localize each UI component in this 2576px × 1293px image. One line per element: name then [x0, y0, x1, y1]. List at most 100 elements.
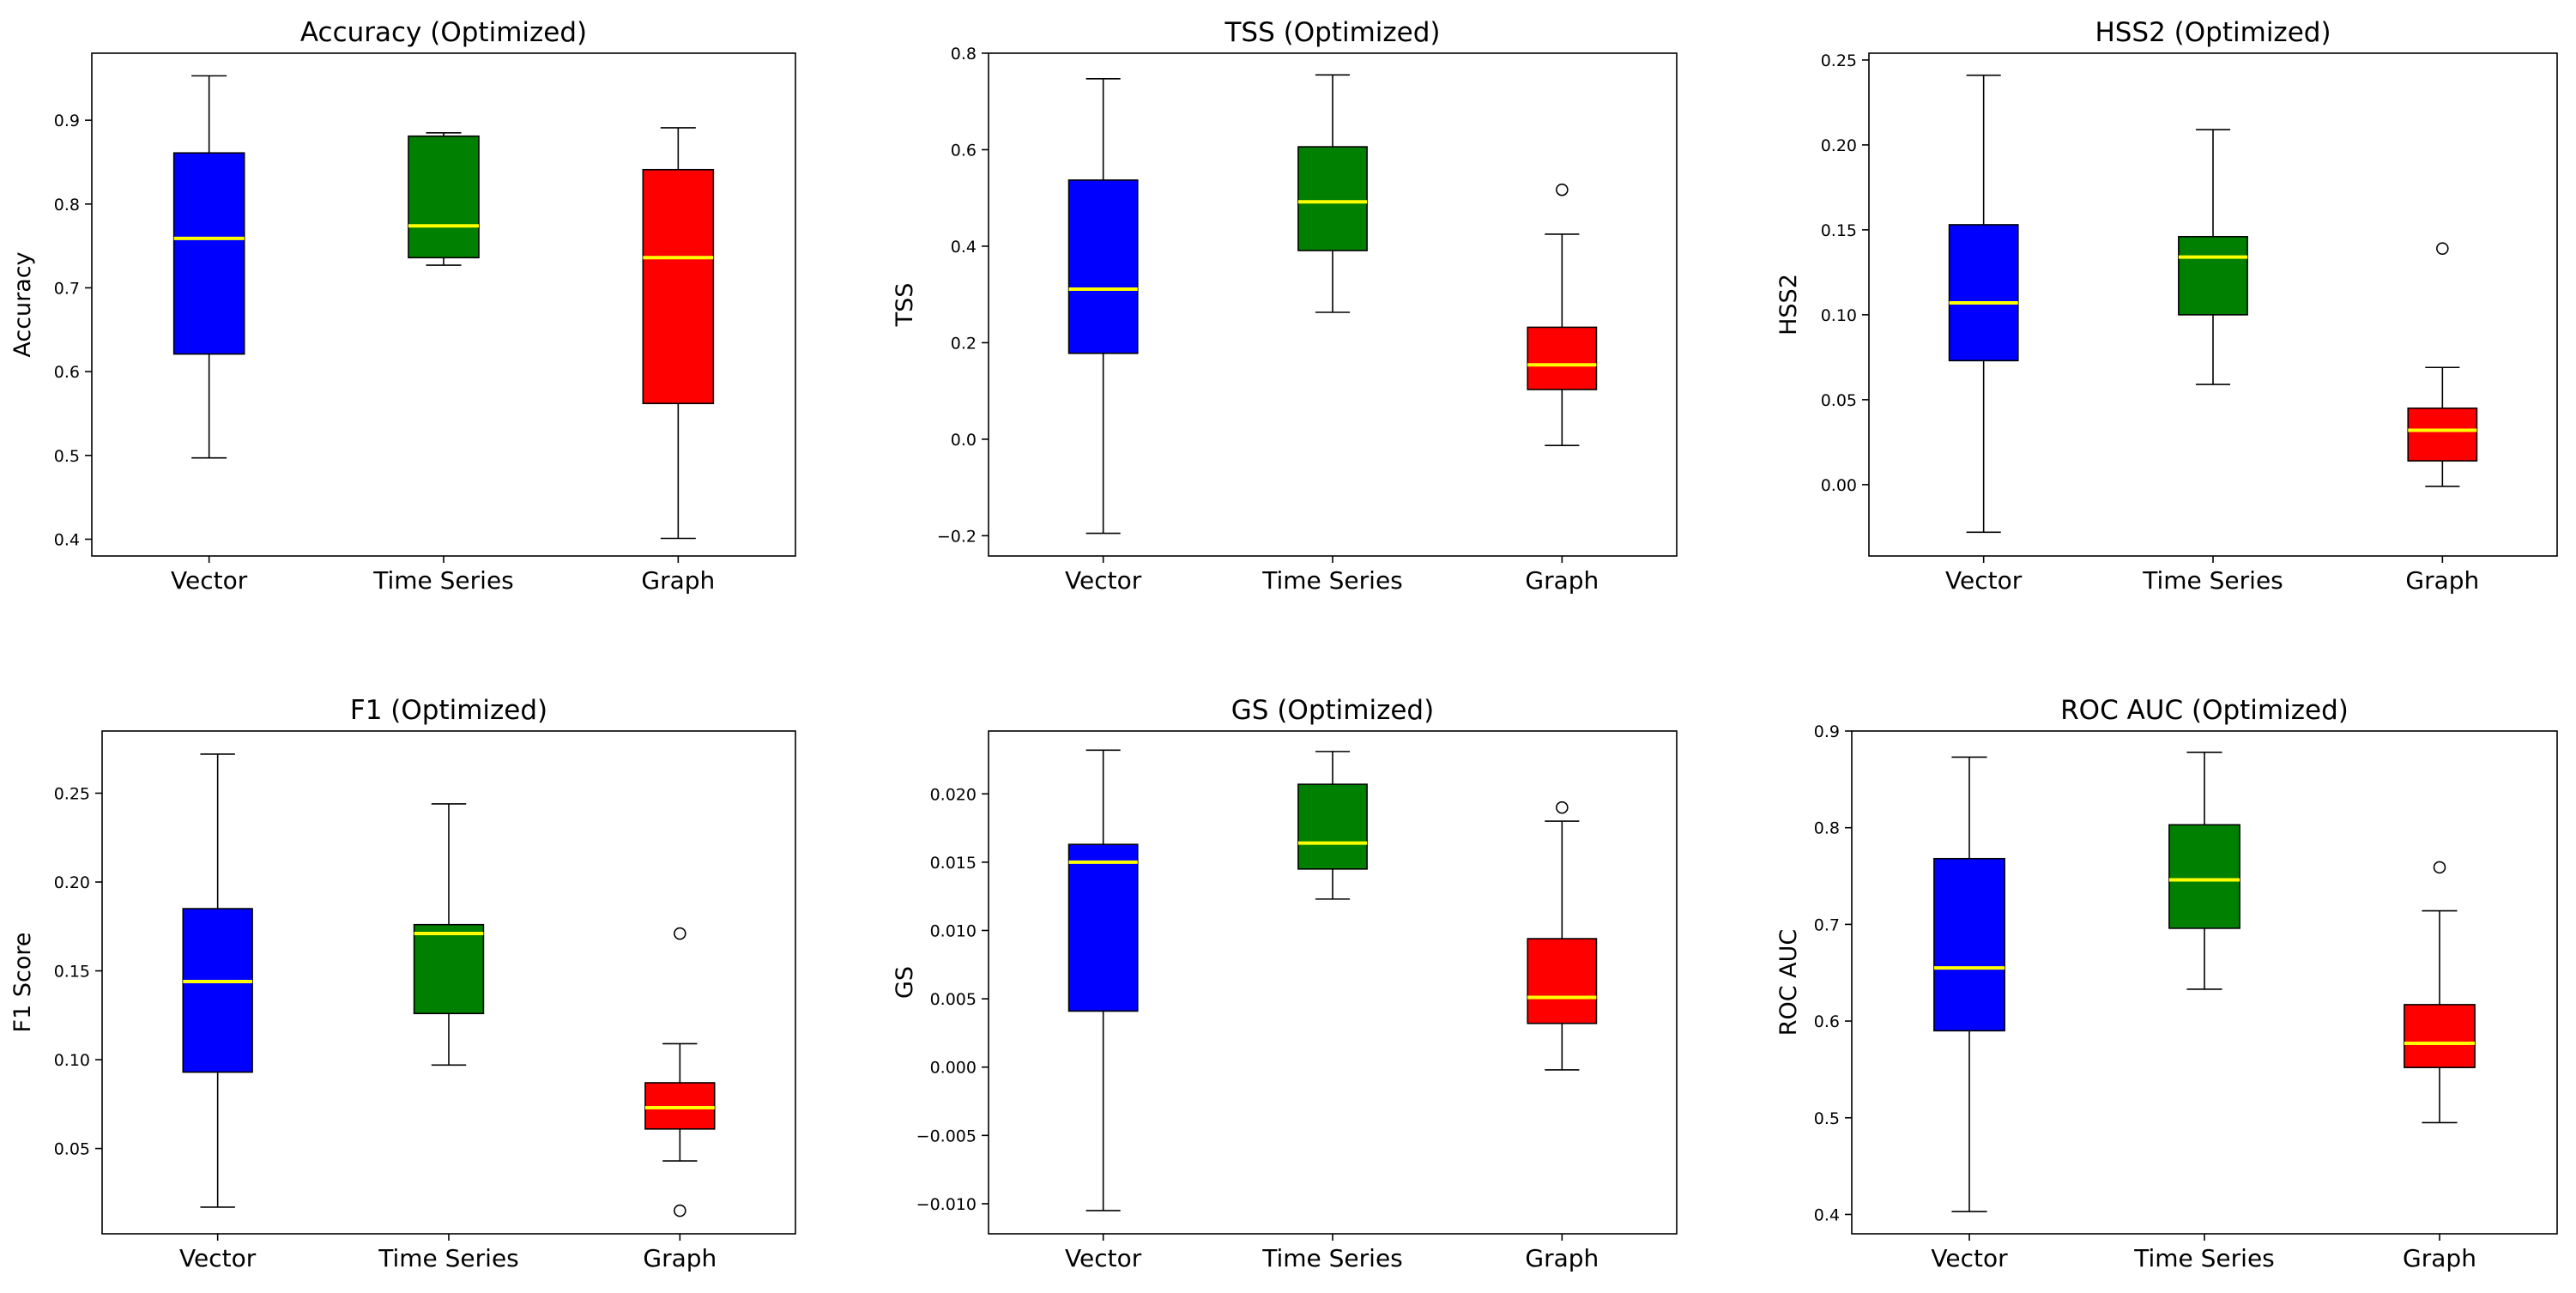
y-tick-label: 0.25 — [1821, 51, 1857, 70]
chart-title: ROC AUC (Optimized) — [2060, 695, 2349, 726]
x-tick-label: Time Series — [1261, 566, 1403, 595]
y-tick-label: 0.015 — [930, 854, 977, 873]
x-tick-label: Graph — [1525, 1244, 1599, 1272]
y-tick-label: 0.4 — [54, 530, 80, 549]
plot-frame — [101, 730, 796, 1235]
x-tick-label: Graph — [1525, 566, 1599, 595]
chart-title: F1 (Optimized) — [350, 695, 547, 726]
y-tick-label: 0.4 — [951, 238, 977, 257]
y-tick-label: 0.6 — [54, 363, 80, 382]
y-tick-label: 0.10 — [1821, 306, 1857, 325]
outlier-point — [1556, 801, 1569, 814]
y-tick-label: 0.8 — [54, 196, 80, 214]
box-body — [2407, 407, 2478, 462]
y-axis-label: Accuracy — [9, 251, 36, 357]
y-tick-label: 0.20 — [1821, 136, 1857, 155]
box-time-series — [408, 131, 480, 266]
box-body — [644, 1082, 716, 1130]
y-tick-label: 0.8 — [951, 45, 977, 63]
chart-title: TSS (Optimized) — [1224, 17, 1440, 48]
box-body — [182, 908, 253, 1073]
y-axis-label: GS — [892, 966, 918, 999]
x-tick-label: Vector — [1931, 1244, 2008, 1272]
y-tick-label: 0.4 — [1814, 1205, 1840, 1224]
outlier-point — [1556, 183, 1569, 196]
chart-panel-6: ROC AUC (Optimized) ROC AUC 0.4 0.5 0.6 0.7 0.… — [1775, 695, 2558, 1272]
y-tick-label: 0.5 — [1814, 1109, 1840, 1128]
box-vector — [1948, 74, 2019, 534]
x-tick-label: Vector — [1065, 566, 1142, 595]
box-graph — [642, 127, 715, 540]
box-time-series — [2178, 129, 2248, 385]
box-time-series — [413, 803, 485, 1066]
y-tick-label: 0.9 — [1814, 722, 1840, 741]
box-time-series — [1297, 74, 1368, 313]
box-graph — [2407, 242, 2478, 487]
y-tick-label: 0.7 — [54, 279, 80, 298]
x-tick-label: Time Series — [378, 1244, 519, 1272]
chart-panel-2: TSS (Optimized) TSS −0.2 0.0 0.2 0.4 0.6 0.8 Vec… — [892, 17, 1678, 595]
box-vector — [1067, 749, 1139, 1211]
box-time-series — [2168, 751, 2240, 990]
y-tick-label: 0.2 — [951, 334, 977, 353]
box-body — [1527, 938, 1598, 1024]
y-tick-label: 0.020 — [930, 785, 977, 804]
box-body — [1067, 843, 1139, 1012]
box-time-series — [1297, 751, 1368, 900]
outlier-point — [674, 927, 686, 940]
y-tick-label: 0.05 — [1821, 391, 1857, 410]
outlier-point — [2433, 861, 2446, 874]
plot-frame — [1851, 730, 2558, 1235]
plot-frame — [988, 730, 1678, 1235]
y-tick-label: 0.6 — [951, 141, 977, 160]
y-tick-label: 0.15 — [1821, 221, 1857, 240]
x-tick-label: Vector — [179, 1244, 257, 1272]
x-tick-label: Time Series — [2133, 1244, 2275, 1272]
x-tick-label: Graph — [2405, 566, 2479, 595]
x-tick-label: Vector — [1065, 1244, 1142, 1272]
box-vector — [172, 75, 245, 459]
chart-title: Accuracy (Optimized) — [300, 17, 587, 48]
y-tick-label: −0.005 — [916, 1127, 977, 1145]
box-body — [413, 923, 485, 1015]
box-graph — [1527, 801, 1598, 1071]
chart-title: HSS2 (Optimized) — [2095, 17, 2331, 48]
chart-title: GS (Optimized) — [1231, 695, 1434, 726]
y-axis-label: TSS — [892, 283, 918, 328]
y-tick-label: 0.5 — [54, 447, 80, 466]
y-tick-label: 0.9 — [54, 112, 80, 130]
x-tick-label: Graph — [641, 566, 715, 595]
x-tick-label: Vector — [171, 566, 248, 595]
y-tick-label: −0.2 — [937, 527, 977, 546]
plot-frame — [988, 52, 1678, 557]
outlier-point — [674, 1204, 686, 1217]
plot-frame — [91, 52, 796, 557]
y-axis-label: ROC AUC — [1775, 929, 1802, 1036]
y-tick-label: 0.0 — [951, 431, 977, 450]
x-tick-label: Graph — [2403, 1244, 2476, 1272]
chart-panel-4: F1 (Optimized) F1 Score 0.05 0.10 0.15 0.20 0.… — [9, 695, 796, 1272]
y-tick-label: −0.010 — [916, 1195, 977, 1214]
y-tick-label: 0.25 — [54, 784, 90, 803]
y-tick-label: 0.00 — [1821, 476, 1857, 495]
y-tick-label: 0.010 — [930, 921, 977, 940]
y-tick-label: 0.05 — [54, 1140, 90, 1159]
x-tick-label: Time Series — [1261, 1244, 1403, 1272]
x-tick-label: Time Series — [372, 566, 514, 595]
x-tick-label: Vector — [1945, 566, 2023, 595]
box-body — [642, 168, 715, 405]
y-tick-label: 0.6 — [1814, 1012, 1840, 1031]
y-axis-label: HSS2 — [1775, 274, 1802, 335]
chart-panel-5: GS (Optimized) GS −0.010 −0.005 0.000 0.005 0.… — [892, 695, 1678, 1272]
y-tick-label: 0.20 — [54, 873, 90, 892]
box-body — [1933, 857, 2005, 1032]
box-body — [1297, 146, 1368, 251]
y-tick-label: 0.8 — [1814, 819, 1840, 838]
box-body — [1527, 326, 1598, 390]
y-tick-label: 0.10 — [54, 1051, 90, 1070]
box-body — [2178, 236, 2248, 316]
box-body — [1297, 783, 1368, 870]
chart-panel-1: Accuracy (Optimized) Accuracy 0.4 0.5 0.6 0.7… — [9, 17, 796, 595]
box-graph — [644, 927, 716, 1217]
